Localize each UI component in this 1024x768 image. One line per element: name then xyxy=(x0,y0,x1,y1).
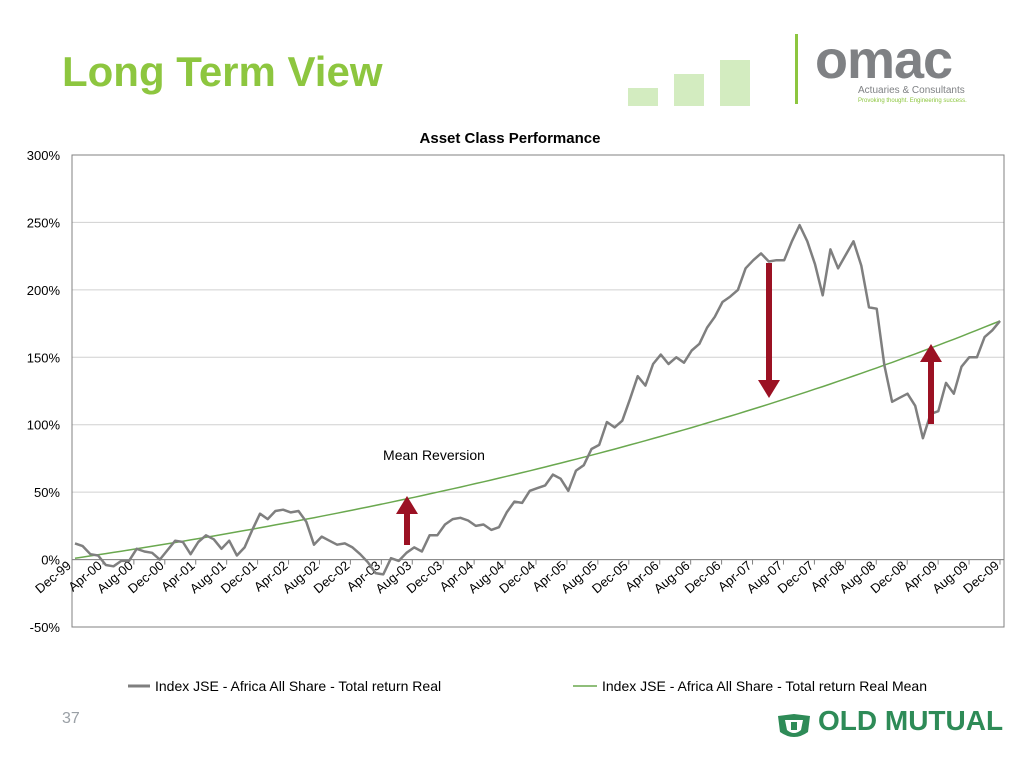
legend-label-mean: Index JSE - Africa All Share - Total ret… xyxy=(602,678,927,694)
x-tick-label: Dec-08 xyxy=(867,558,909,596)
omac-logo: omac xyxy=(815,30,953,90)
old-mutual-crest-icon xyxy=(778,714,810,737)
legend-label-real: Index JSE - Africa All Share - Total ret… xyxy=(155,678,441,694)
header-bars-graphic xyxy=(628,58,750,106)
x-tick-label: Dec-04 xyxy=(496,558,538,596)
x-tick-label: Dec-02 xyxy=(311,558,353,596)
x-tick-label: Dec-00 xyxy=(125,558,167,596)
logo-divider xyxy=(795,34,798,104)
bar-small xyxy=(628,88,658,106)
bar-large xyxy=(720,60,750,106)
y-tick-label: 50% xyxy=(34,485,60,500)
logo-subtitle: Actuaries & Consultants xyxy=(858,85,965,96)
bar-medium xyxy=(674,74,704,106)
x-tick-label: Dec-06 xyxy=(682,558,724,596)
page-number: 37 xyxy=(62,710,80,727)
logo-tagline: Provoking thought. Engineering success. xyxy=(858,98,967,104)
y-tick-label: 300% xyxy=(27,148,61,163)
chart-title: Asset Class Performance xyxy=(420,130,601,147)
y-tick-label: 250% xyxy=(27,215,61,230)
old-mutual-logo-text: OLD MUTUAL xyxy=(818,705,1004,736)
x-tick-label: Dec-01 xyxy=(218,558,260,596)
y-tick-label: -50% xyxy=(30,620,61,635)
page-title: Long Term View xyxy=(62,48,383,95)
y-tick-label: 150% xyxy=(27,350,61,365)
annotation-mean-reversion: Mean Reversion xyxy=(383,447,485,463)
y-tick-label: 200% xyxy=(27,283,61,298)
series-line-real xyxy=(74,223,1001,576)
x-tick-label: Dec-05 xyxy=(589,558,631,596)
mean-reversion-arrow-2-head xyxy=(758,380,780,398)
mean-reversion-arrow-3-head xyxy=(920,344,942,362)
x-tick-label: Dec-07 xyxy=(775,558,817,596)
mean-reversion-arrow-1-head xyxy=(396,496,418,514)
x-tick-label: Dec-09 xyxy=(960,558,1002,596)
x-tick-label: Dec-03 xyxy=(403,558,445,596)
y-tick-label: 100% xyxy=(27,418,61,433)
asset-class-performance-chart: Asset Class Performance 300% 250% 200% 150% 1… xyxy=(27,130,1005,694)
y-tick-label: 0% xyxy=(41,553,60,568)
series-line-mean xyxy=(74,320,1001,559)
plot-area-frame xyxy=(71,154,1005,628)
